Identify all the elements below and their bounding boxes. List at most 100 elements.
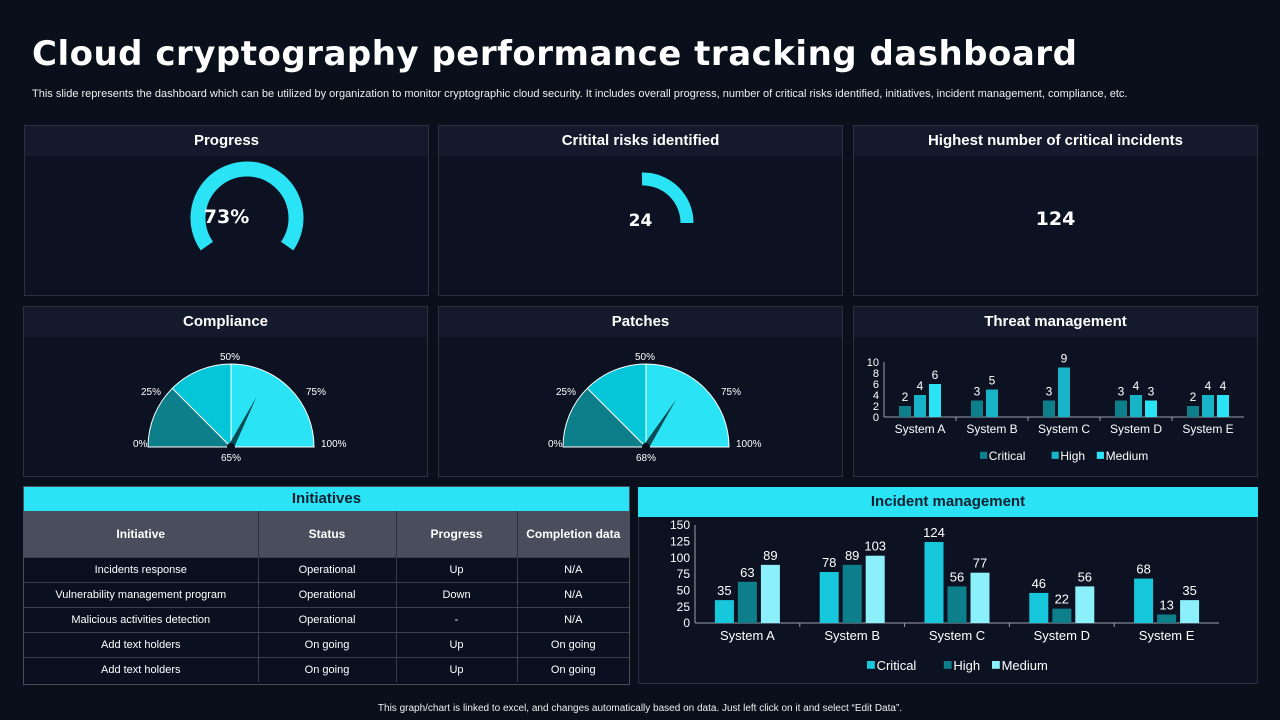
threat-legend-label: Medium <box>1106 449 1149 463</box>
compliance-tick-label: 100% <box>321 439 347 450</box>
incident-data-label: 56 <box>950 569 964 584</box>
threat-panel: Threat management 0 2 4 6 8 10 System A 2 4 6 Syst… <box>853 306 1258 477</box>
incident-bar <box>760 564 780 623</box>
cell-completion: N/A <box>517 581 629 607</box>
threat-ytick: 6 <box>873 379 879 391</box>
patches-needle-hub <box>642 443 650 451</box>
table-row: Incidents response Operational Up N/A <box>24 556 629 582</box>
incident-data-label: 77 <box>973 556 987 571</box>
incident-data-label: 89 <box>845 548 859 563</box>
incidents-kpi-panel: Highest number of critical incidents 124 <box>853 125 1258 296</box>
threat-category-label: System E <box>1182 422 1233 436</box>
threat-ytick: 2 <box>873 401 879 413</box>
cell-status: Operational <box>258 556 397 582</box>
compliance-segment-1 <box>171 363 232 449</box>
risks-title: Critital risks identified <box>439 126 842 156</box>
threat-bar <box>971 400 983 417</box>
incident-data-label: 78 <box>822 555 836 570</box>
incident-legend-label: Medium <box>1002 658 1048 673</box>
incident-bar <box>947 586 967 623</box>
incident-bar <box>1029 592 1049 623</box>
progress-value: 73% <box>203 206 250 228</box>
patches-needle <box>643 399 677 449</box>
cell-progress: Up <box>396 656 518 682</box>
incident-bar <box>924 541 944 623</box>
incident-data-label: 68 <box>1136 562 1150 577</box>
threat-data-label: 3 <box>1046 385 1053 399</box>
incident-ytick: 75 <box>677 567 691 581</box>
table-row: Malicious activities detection Operation… <box>24 606 629 632</box>
incident-bar <box>1134 578 1154 623</box>
threat-title: Threat management <box>854 307 1257 337</box>
compliance-tick-label: 50% <box>220 352 240 363</box>
cell-completion: On going <box>517 631 629 657</box>
threat-ytick: 10 <box>867 357 879 369</box>
incident-data-label: 103 <box>864 539 886 554</box>
incident-legend-swatch <box>943 661 952 669</box>
threat-bar <box>1145 400 1157 417</box>
cell-completion: N/A <box>517 556 629 582</box>
cell-completion: N/A <box>517 606 629 632</box>
col-initiative: Initiative <box>24 511 259 557</box>
cell-initiative: Vulnerability management program <box>24 581 259 607</box>
incident-bar <box>842 564 862 623</box>
compliance-title: Compliance <box>24 307 427 337</box>
page-subtitle: This slide represents the dashboard whic… <box>32 88 1128 100</box>
threat-category-label: System C <box>1038 422 1090 436</box>
threat-bar <box>1058 367 1070 417</box>
threat-legend-swatch <box>1096 451 1104 459</box>
threat-bar <box>1202 395 1214 417</box>
cell-initiative: Incidents response <box>24 556 259 582</box>
threat-ytick: 0 <box>873 412 879 424</box>
cell-initiative: Malicious activities detection <box>24 606 259 632</box>
compliance-gauge: 0% 25% 50% 75% 100% 65% <box>133 352 347 464</box>
patches-tick-label: 75% <box>721 387 741 398</box>
patches-tick-label: 100% <box>736 439 762 450</box>
incident-legend-swatch <box>867 661 875 669</box>
col-progress: Progress <box>396 511 518 557</box>
cell-progress: Up <box>396 556 518 582</box>
incident-chart: 0 25 50 75 100 125 150 System A 35 63 89 System B 78… <box>670 518 1219 673</box>
col-status: Status <box>258 511 397 557</box>
cell-status: On going <box>258 656 397 682</box>
risks-value: 24 <box>628 211 653 231</box>
incident-data-label: 63 <box>740 565 754 580</box>
initiatives-title: Initiatives <box>24 487 629 511</box>
incident-bar <box>970 572 990 623</box>
table-row: Vulnerability management program Operati… <box>24 581 629 607</box>
threat-bar <box>1115 400 1127 417</box>
incident-bar <box>1052 608 1072 623</box>
table-header-row: Initiative Status Progress Completion da… <box>24 511 629 557</box>
initiatives-table: Initiative Status Progress Completion da… <box>24 511 629 682</box>
threat-legend-label: Critical <box>989 449 1026 463</box>
compliance-panel: Compliance 0% 25% 50% 75% 100% 65% <box>23 306 428 477</box>
cell-progress: Down <box>396 581 518 607</box>
threat-category-label: System D <box>1110 422 1162 436</box>
incident-data-label: 89 <box>763 548 777 563</box>
threat-category-label: System B <box>966 422 1017 436</box>
cell-status: On going <box>258 631 397 657</box>
col-completion: Completion data <box>517 511 629 557</box>
footer-note: This graph/chart is linked to excel, and… <box>377 703 903 714</box>
threat-data-label: 4 <box>917 379 924 393</box>
threat-bar <box>1187 406 1199 417</box>
compliance-value-label: 65% <box>221 453 241 464</box>
table-row: Add text holders On going Up On going <box>24 631 629 657</box>
incident-category-label: System C <box>929 628 985 643</box>
threat-bar <box>1130 395 1142 417</box>
threat-legend-label: High <box>1060 449 1085 463</box>
progress-gauge <box>190 161 304 251</box>
patches-title: Patches <box>439 307 842 337</box>
patches-tick-label: 0% <box>548 439 563 450</box>
incident-bar <box>1075 586 1095 623</box>
cell-progress: - <box>396 606 518 632</box>
incident-legend-label: High <box>953 658 980 673</box>
incident-ytick: 25 <box>677 600 691 614</box>
incident-ytick: 100 <box>670 551 690 565</box>
incident-legend-swatch <box>992 661 1000 669</box>
compliance-tick-label: 0% <box>133 439 148 450</box>
threat-data-label: 5 <box>989 374 996 388</box>
compliance-tick-label: 25% <box>141 387 161 398</box>
risks-gauge <box>641 172 694 224</box>
